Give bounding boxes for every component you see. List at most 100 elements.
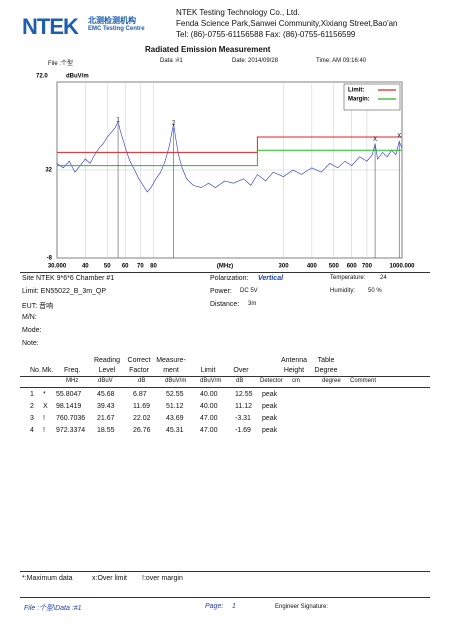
info-time: Time: AM 09:16:40: [316, 58, 367, 64]
y-unit: dBuV/m: [66, 74, 89, 80]
cell: 47.00: [200, 427, 218, 434]
x-tick-label: 500: [329, 264, 340, 270]
column-header: Antenna Height: [280, 357, 308, 374]
unit-header: dBuV: [98, 378, 113, 384]
info-data: Data :#1: [160, 58, 183, 64]
column-header: Mk.: [42, 367, 54, 374]
legend-box: [343, 83, 401, 111]
cell: 21.67: [97, 415, 115, 422]
cell: peak: [262, 403, 278, 410]
note: Note:: [22, 340, 39, 347]
cell: 18.55: [97, 427, 115, 434]
column-header: Freq.: [64, 367, 81, 374]
series-line: [57, 149, 402, 167]
cell: 40.00: [200, 391, 218, 398]
tel: Tel: (86)-0755-61156588 Fax: (86)-0755-6…: [176, 30, 356, 39]
unit-header: dB: [236, 378, 244, 384]
chart: dBuV/m 72.0 32 -8 30.000 40 50 60 70 80 300 400 500 6…: [36, 74, 415, 270]
cell: 3: [30, 415, 34, 422]
cell: 45.68: [97, 391, 115, 398]
series-line: [56, 120, 403, 193]
info-date: Date: 2014/09/28: [232, 58, 279, 64]
temperature: 24: [380, 275, 387, 281]
y-tick-label: -8: [47, 256, 53, 262]
cell: 39.43: [97, 403, 115, 410]
cell: 45.31: [166, 427, 184, 434]
x-tick-label: 50: [104, 264, 111, 270]
x-label: (MHz): [217, 264, 233, 270]
footer-file: File :个型\Data :#1: [24, 605, 82, 612]
x-tick-label: 70: [137, 264, 144, 270]
cell: 52.55: [166, 391, 184, 398]
power: DC 5V: [240, 288, 258, 294]
eut: EUT: 音响: [22, 303, 54, 310]
legend-note: x:Over limit: [92, 575, 127, 582]
cell: 4: [30, 427, 34, 434]
x-tick-label: 400: [307, 264, 318, 270]
cell: 6.87: [133, 391, 147, 398]
cell: 98.1419: [56, 403, 82, 410]
humidity-label: Humidity:: [330, 288, 356, 294]
cell: 43.69: [166, 415, 184, 422]
series-line: [57, 136, 402, 153]
unit-header: dB: [138, 378, 146, 384]
power-label: Power:: [210, 288, 232, 295]
legend-label: Margin:: [348, 97, 370, 103]
logo-en: EMC Testing Centre: [88, 26, 145, 32]
site: Site NTEK 9*6*6 Chamber #1: [22, 275, 115, 282]
column-header: Over: [233, 367, 249, 374]
footer-page-label: Page:: [205, 603, 224, 610]
cell: 55.8047: [56, 391, 82, 398]
cell: 972.3374: [56, 427, 86, 434]
unit-header: MHz: [66, 378, 79, 384]
cell: 2: [30, 403, 34, 410]
address: Fenda Science Park,Sanwei Community,Xixi…: [176, 19, 398, 28]
distance-label: Distance:: [210, 301, 240, 308]
y-tick-label: 72.0: [36, 74, 48, 80]
cell: 26.76: [133, 427, 151, 434]
unit-header: Detector: [260, 378, 283, 384]
cell: -1.69: [235, 427, 251, 434]
table-rule: [20, 387, 430, 388]
mn: M/N:: [22, 314, 37, 321]
marker-label: 1: [116, 117, 120, 123]
legend-label: Limit:: [348, 88, 364, 94]
info-file: File :个型: [48, 61, 74, 67]
cell: X: [43, 403, 48, 410]
unit-header: degree: [322, 378, 341, 384]
logo-cn: 北测检测机构: [88, 16, 136, 25]
unit-header: cm: [292, 378, 300, 384]
cell: 11.69: [133, 403, 150, 410]
cell: !: [43, 427, 45, 434]
cell: peak: [262, 427, 278, 434]
cell: 1: [30, 391, 34, 398]
polarization-label: Polarization:: [210, 275, 249, 282]
x-tick-label: 1000.000: [389, 264, 415, 270]
x-tick-label: 300: [279, 264, 290, 270]
marker-label: 2: [172, 121, 176, 127]
cell: peak: [262, 415, 278, 422]
x-tick-label: 80: [150, 264, 157, 270]
cell: 47.00: [200, 415, 218, 422]
marker-label: X: [373, 137, 377, 143]
cell: 22.02: [133, 415, 151, 422]
unit-header: dBuV/m: [165, 378, 187, 384]
humidity: 50 %: [368, 288, 382, 294]
limit: Limit: EN55022_B_3m_QP: [22, 288, 107, 295]
x-tick-label: 30.000: [48, 264, 67, 270]
x-tick-label: 600: [347, 264, 358, 270]
title: Radiated Emission Measurement: [145, 45, 271, 54]
x-tick-label: 40: [82, 264, 89, 270]
unit-header: dBuV/m: [200, 378, 222, 384]
column-header: No.: [30, 367, 41, 374]
cell: 12.55: [235, 391, 253, 398]
polarization: Vertical: [258, 275, 284, 282]
company: NTEK Testing Technology Co., Ltd.: [176, 8, 300, 17]
temperature-label: Temperature:: [330, 275, 366, 281]
cell: !: [43, 415, 45, 422]
column-header: Measure-ment: [156, 357, 186, 374]
cell: 51.12: [166, 403, 184, 410]
column-header: Correct Factor: [127, 357, 151, 374]
footer-page: 1: [232, 603, 236, 610]
x-tick-label: 60: [122, 264, 129, 270]
